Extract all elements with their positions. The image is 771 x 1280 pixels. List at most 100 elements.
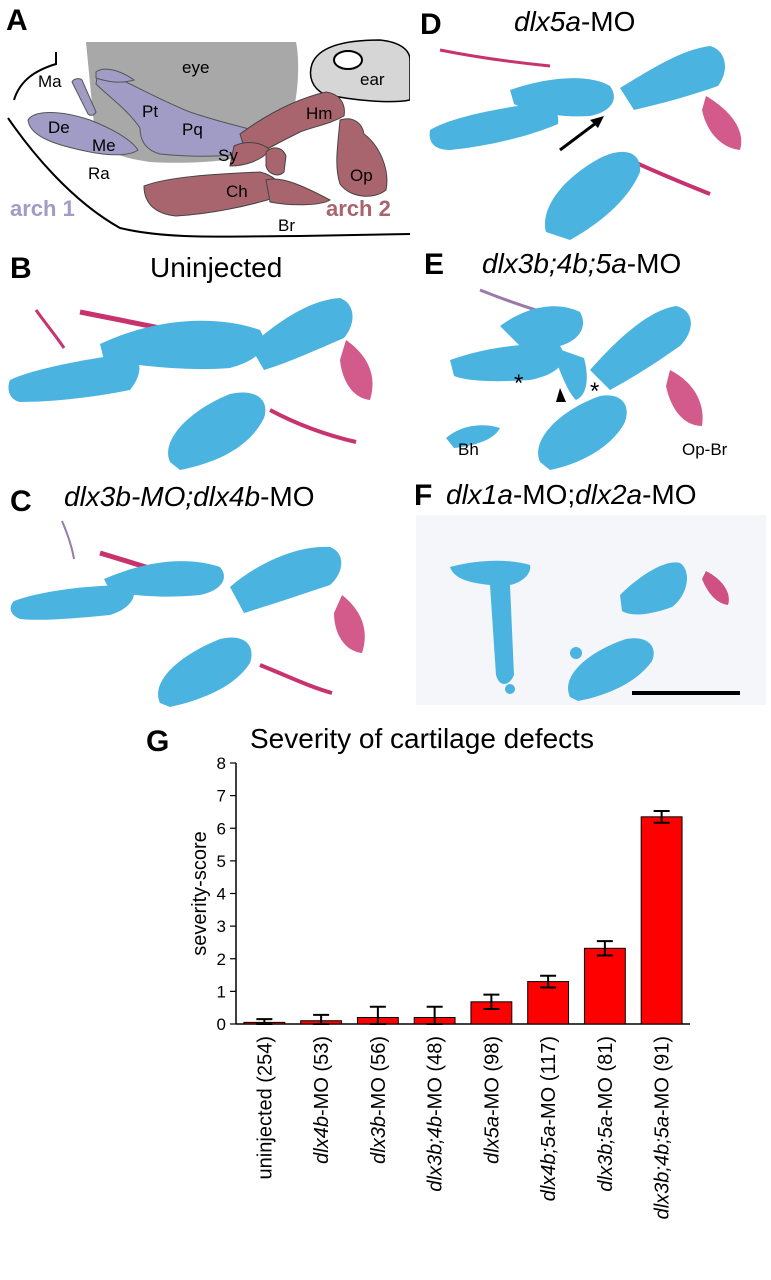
panel-c-title-gene: dlx3b-MO;dlx4b — [64, 481, 261, 512]
bar-6 — [583, 947, 626, 1025]
panel-d: D dlx5a-MO — [410, 0, 771, 250]
x-tick-label-4: dlx5a-MO (98) — [481, 1036, 503, 1164]
panel-letter-b: B — [10, 252, 32, 285]
panel-e-title: dlx3b;4b;5a-MO — [482, 250, 681, 280]
photo-f-upper — [450, 560, 531, 685]
photo-b-bone-3 — [269, 408, 357, 444]
panel-d-title-suffix: -MO — [580, 6, 636, 37]
photo-c-bone-3 — [259, 663, 333, 695]
label-hm: Hm — [306, 104, 333, 123]
panel-f-title-sep: -MO; — [512, 479, 576, 510]
photo-f-nodule-2 — [505, 684, 515, 694]
photo-c-hyosymplectic — [230, 546, 342, 613]
photo-f-opercle — [702, 571, 729, 605]
panel-letter-e: E — [424, 250, 445, 281]
body-outline-path — [7, 117, 410, 238]
photo-d-bone-1 — [439, 48, 551, 68]
panel-letter-f: F — [414, 479, 433, 512]
photo-d-ceratohyal — [429, 103, 559, 150]
photo-d-palatoquadrate — [510, 78, 614, 117]
photo-d-bone-2 — [629, 158, 711, 196]
label-asterisk-1: * — [514, 370, 524, 397]
x-tick-label-3: dlx3b;4b-MO (48) — [425, 1036, 447, 1192]
label-sy: Sy — [218, 146, 238, 165]
panel-f-title-gene-2: dlx2a — [575, 479, 643, 510]
dentary-shape — [27, 112, 139, 156]
label-pq: Pq — [182, 120, 203, 139]
photo-d-arrow — [559, 118, 601, 152]
schematic-a — [7, 39, 410, 238]
ceratohyal-shape — [143, 171, 281, 217]
photo-f-right — [620, 562, 687, 615]
y-axis-label: severity-score — [189, 831, 211, 955]
y-tick-label-8: 8 — [217, 754, 226, 773]
panel-letter-d: D — [420, 8, 442, 41]
panel-c: C dlx3b-MO;dlx4b-MO — [0, 475, 410, 707]
photo-e-palatoquadrate — [500, 306, 584, 346]
panel-b: B Uninjected — [0, 250, 410, 475]
maxilla-shape — [71, 78, 97, 116]
severity-bar-chart: 0 1 2 3 4 5 6 7 8 severity-score uninjected (254) d… — [189, 754, 690, 1219]
label-pt: Pt — [142, 102, 159, 121]
panel-letter-a: A — [6, 4, 28, 37]
photo-e-opercle — [666, 370, 703, 426]
cartilage-photo-d — [429, 46, 742, 240]
x-tick-label-6: dlx3b;5a-MO (81) — [595, 1036, 617, 1192]
y-tick-label-5: 5 — [217, 852, 226, 871]
opercle-shape — [336, 118, 388, 197]
photo-e-fused — [550, 346, 587, 400]
head-outline-path — [13, 52, 57, 101]
photo-d-opercle — [702, 96, 742, 150]
photo-d-arrowhead — [590, 116, 604, 128]
y-tick-label-6: 6 — [217, 819, 226, 838]
panel-c-title-suffix: -MO — [260, 481, 315, 512]
x-tick-label-5: dlx4b;5a-MO (117) — [538, 1036, 560, 1201]
panel-f-title-gene-1: dlx1a — [446, 479, 513, 510]
panel-f-title: dlx1a-MO;dlx2a-MO — [446, 479, 697, 511]
panel-e-title-suffix: -MO — [626, 250, 682, 279]
label-op: Op — [350, 166, 373, 185]
label-ear: ear — [360, 70, 385, 89]
photo-c-ceratohyal — [10, 585, 134, 620]
panel-d-title: dlx5a-MO — [514, 6, 635, 38]
interhyal-shape — [265, 147, 287, 176]
photo-f-nodule-1 — [570, 647, 582, 659]
branchiostegal-shape — [265, 178, 332, 206]
panel-d-title-gene: dlx5a — [514, 6, 581, 37]
photo-b-hyosymplectic — [250, 298, 353, 370]
photo-c-opercle — [334, 595, 365, 653]
photo-e-arrowhead — [556, 388, 566, 402]
panel-b-title: Uninjected — [150, 252, 283, 283]
photo-d-hyosymplectic — [620, 46, 725, 110]
panel-f-title-suffix: -MO — [642, 479, 697, 510]
photo-b-palatoquadrate — [100, 320, 264, 370]
photo-b-ch-lower — [168, 392, 266, 470]
photo-c-palatoquadrate — [104, 561, 224, 597]
label-asterisk-2: * — [590, 378, 600, 405]
panel-a: A eye ear Ma Pt Pq De Me Sy Ra Hm Ch Op … — [0, 0, 410, 250]
bar-7 — [640, 816, 683, 1025]
photo-e-basihyal — [446, 425, 500, 448]
photo-b-ceratohyal — [8, 354, 140, 402]
y-tick-label-0: 0 — [217, 1015, 226, 1034]
label-op-br: Op-Br — [682, 440, 728, 459]
x-tick-label-7: dlx3b;4b;5a-MO (91) — [652, 1036, 674, 1219]
label-ch: Ch — [226, 182, 248, 201]
arch1-label: arch 1 — [10, 196, 75, 221]
label-me: Me — [92, 136, 116, 155]
x-tick-label-0: uninjected (254) — [254, 1036, 276, 1179]
otolith-shape — [333, 50, 363, 70]
label-ra: Ra — [88, 164, 110, 183]
label-bh: Bh — [458, 440, 479, 459]
label-de: De — [48, 118, 70, 137]
chart-title: Severity of cartilage defects — [250, 723, 594, 754]
photo-c-bone-1 — [61, 520, 75, 560]
panel-c-title: dlx3b-MO;dlx4b-MO — [64, 481, 315, 513]
photo-e-ch-lower — [538, 395, 627, 470]
cartilage-photo-e — [446, 288, 703, 470]
cartilage-photo-c — [10, 520, 365, 707]
label-eye: eye — [182, 58, 210, 77]
cartilage-photo-f — [416, 515, 766, 705]
label-br: Br — [278, 216, 295, 235]
panel-e-title-gene: dlx3b;4b;5a — [482, 250, 627, 279]
